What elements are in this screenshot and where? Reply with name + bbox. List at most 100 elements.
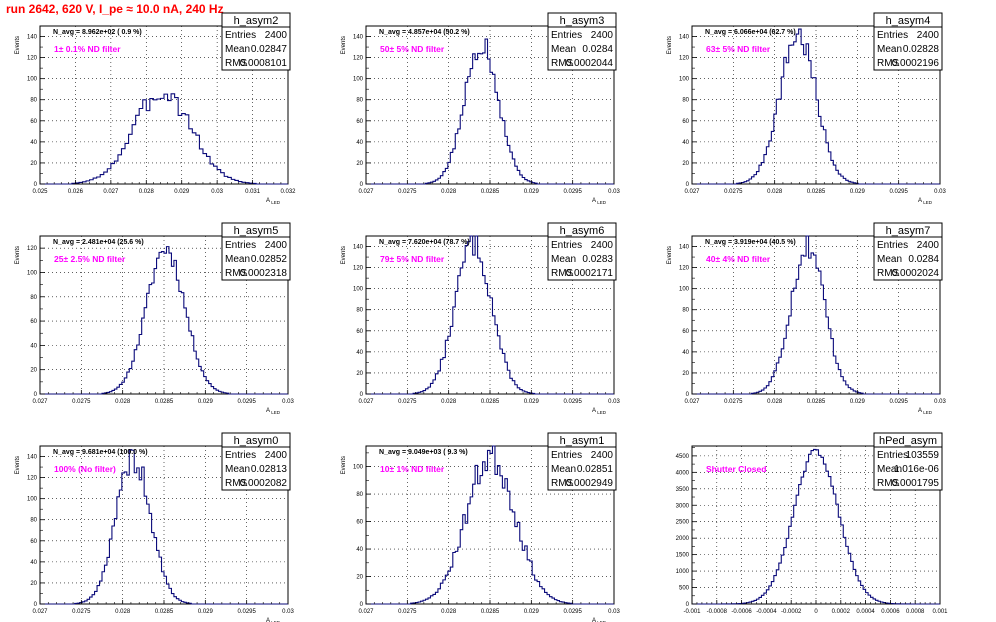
stats-label: Mean bbox=[551, 254, 576, 265]
y-tick-label: 80 bbox=[30, 518, 37, 524]
filter-annotation: 25± 2.5% ND filter bbox=[54, 254, 126, 264]
y-axis-title: Events bbox=[15, 36, 21, 54]
stats-label: Mean bbox=[877, 254, 902, 265]
y-tick-label: 60 bbox=[682, 329, 689, 335]
y-tick-label: 0 bbox=[34, 182, 38, 188]
navg-label: N_avg = 8.962e+02 ( 0.9 %) bbox=[53, 29, 142, 36]
x-axis-title: A LED bbox=[592, 408, 607, 415]
y-tick-label: 20 bbox=[30, 161, 37, 167]
x-tick-label: -0.0004 bbox=[756, 609, 777, 615]
y-tick-label: 120 bbox=[353, 266, 364, 272]
y-axis-title: Events bbox=[667, 246, 673, 264]
stats-value: 2400 bbox=[591, 450, 614, 461]
histogram-panel-hPed_asym: -0.001 -0.0008 -0.0006 -0.0004 -0.0002 0 0.000… bbox=[676, 432, 948, 615]
x-tick-label: -0.0006 bbox=[731, 609, 752, 615]
x-tick-label: 0.03 bbox=[282, 609, 294, 615]
x-tick-label: 0.0002 bbox=[832, 609, 851, 615]
stats-value: 0.0002171 bbox=[566, 268, 614, 279]
y-tick-label: 3500 bbox=[676, 487, 690, 493]
x-tick-label: 0.0295 bbox=[563, 399, 582, 405]
navg-label: N_avg = 7.620e+04 (78.7 %) bbox=[379, 239, 470, 246]
stats-value: 2400 bbox=[265, 450, 288, 461]
x-tick-label: -0.0002 bbox=[781, 609, 802, 615]
x-tick-label: 0.0275 bbox=[398, 399, 417, 405]
histogram-title: h_asym6 bbox=[560, 225, 605, 237]
stats-value: 0.0002082 bbox=[240, 478, 288, 489]
y-tick-label: 0 bbox=[686, 392, 690, 398]
stats-value: 103559 bbox=[906, 450, 940, 461]
x-tick-label: 0.0285 bbox=[155, 399, 174, 405]
stats-value: 0.0002024 bbox=[892, 268, 940, 279]
y-tick-label: 60 bbox=[30, 119, 37, 125]
stats-value: 2400 bbox=[265, 30, 288, 41]
x-tick-label: 0.028 bbox=[441, 609, 457, 615]
x-axis-title: A LED bbox=[266, 408, 281, 415]
x-tick-label: 0.0275 bbox=[72, 399, 91, 405]
stats-label: RMS bbox=[877, 58, 900, 69]
stats-box bbox=[221, 236, 291, 281]
x-tick-label: 0.0295 bbox=[563, 189, 582, 195]
histogram-line bbox=[366, 445, 614, 605]
histogram-line bbox=[692, 448, 940, 605]
stats-label: Entries bbox=[877, 240, 908, 251]
stats-value: 0.02847 bbox=[251, 44, 288, 55]
stats-value: 0.0284 bbox=[582, 44, 613, 55]
stats-value: 0.02813 bbox=[251, 464, 288, 475]
y-tick-label: 80 bbox=[30, 295, 37, 301]
y-axis-title: Events bbox=[341, 36, 347, 54]
navg-label: N_avg = 6.066e+04 (62.7 %) bbox=[705, 29, 796, 36]
y-tick-label: 60 bbox=[30, 319, 37, 325]
stats-box bbox=[873, 236, 943, 281]
histogram-title: h_asym3 bbox=[560, 15, 605, 27]
stats-value: 0.0002318 bbox=[240, 268, 288, 279]
navg-label: N_avg = 9.681e+04 (100.0 %) bbox=[53, 449, 148, 456]
stats-box bbox=[221, 446, 291, 491]
x-tick-label: 0.03 bbox=[282, 399, 294, 405]
filter-annotation: 63± 5% ND filter bbox=[706, 44, 771, 54]
navg-label: N_avg = 3.919e+04 (40.5 %) bbox=[705, 239, 796, 246]
stats-label: Entries bbox=[877, 30, 908, 41]
filter-annotation: 100% (No filter) bbox=[54, 464, 116, 474]
y-tick-label: 0 bbox=[360, 182, 364, 188]
x-tick-label: 0.0285 bbox=[155, 609, 174, 615]
stats-box bbox=[547, 446, 617, 491]
stats-label: Entries bbox=[225, 30, 256, 41]
y-tick-label: 120 bbox=[27, 246, 38, 252]
filter-annotation: 40± 4% ND filter bbox=[706, 254, 771, 264]
stats-value: 0.0002196 bbox=[892, 58, 940, 69]
y-tick-label: 20 bbox=[30, 581, 37, 587]
x-tick-label: 0.032 bbox=[280, 189, 296, 195]
histogram-line bbox=[366, 38, 614, 185]
x-tick-label: 0.0285 bbox=[481, 609, 500, 615]
filter-annotation: Shutter Closed bbox=[706, 464, 766, 474]
stats-label: Entries bbox=[225, 240, 256, 251]
x-tick-label: 0.028 bbox=[115, 399, 131, 405]
x-tick-label: 0.0275 bbox=[724, 399, 743, 405]
y-tick-label: 140 bbox=[353, 35, 364, 41]
stats-value: 0.0002044 bbox=[566, 58, 614, 69]
stats-value: 0.02851 bbox=[577, 464, 614, 475]
y-tick-label: 140 bbox=[27, 35, 38, 41]
y-tick-label: 20 bbox=[30, 368, 37, 374]
y-tick-label: 40 bbox=[30, 560, 37, 566]
stats-label: Mean bbox=[225, 464, 250, 475]
x-tick-label: 0.0295 bbox=[563, 609, 582, 615]
stats-box bbox=[873, 26, 943, 71]
y-tick-label: 60 bbox=[356, 119, 363, 125]
histogram-line bbox=[366, 235, 614, 395]
stats-box bbox=[873, 446, 943, 491]
histogram-line bbox=[40, 246, 288, 395]
stats-label: Entries bbox=[877, 450, 908, 461]
y-axis-title: Events bbox=[667, 36, 673, 54]
x-tick-label: 0.029 bbox=[524, 189, 540, 195]
y-tick-label: 20 bbox=[356, 161, 363, 167]
y-tick-label: 120 bbox=[679, 56, 690, 62]
x-tick-label: 0.029 bbox=[198, 609, 214, 615]
histogram-line bbox=[40, 449, 288, 605]
x-tick-label: 0.027 bbox=[684, 189, 700, 195]
histogram-title: hPed_asym bbox=[879, 435, 937, 447]
stats-label: Entries bbox=[551, 450, 582, 461]
x-axis-title: A LED bbox=[592, 198, 607, 205]
x-axis-title: A LED bbox=[266, 198, 281, 205]
